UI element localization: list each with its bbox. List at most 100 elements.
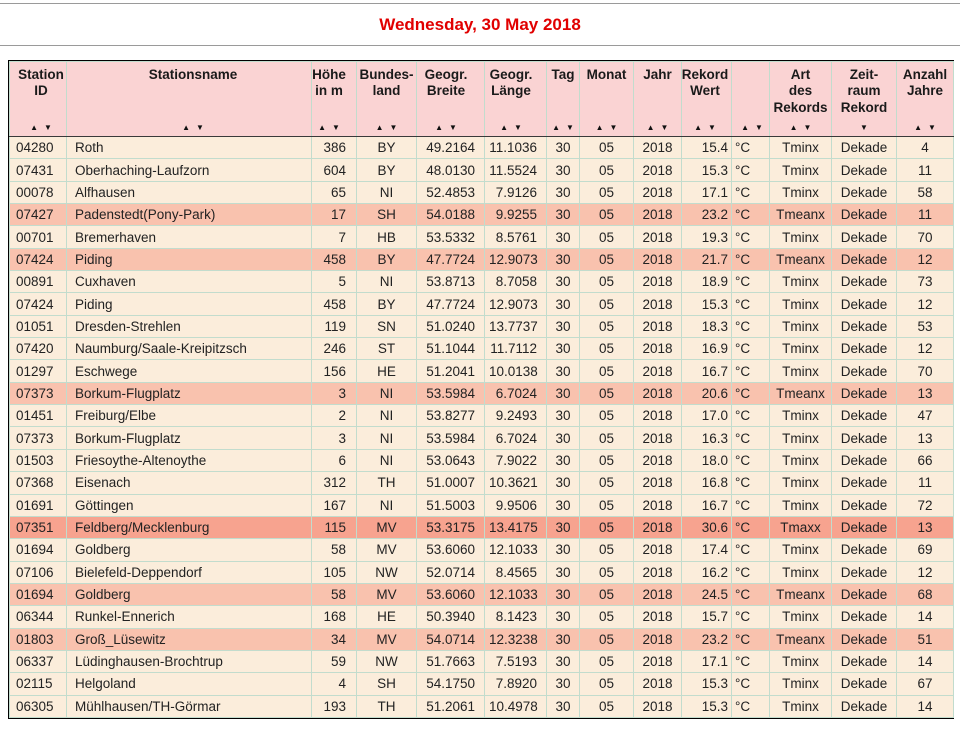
sort-desc-icon[interactable]: ▼ bbox=[44, 123, 52, 132]
sort-desc-icon[interactable]: ▼ bbox=[389, 123, 398, 132]
sort-asc-icon[interactable]: ▲ bbox=[694, 123, 702, 132]
sort-desc-icon[interactable]: ▼ bbox=[803, 123, 812, 132]
cell-einheit: °C bbox=[731, 180, 770, 205]
sort-asc-icon[interactable]: ▲ bbox=[741, 123, 749, 132]
cell-wert: 18.9 bbox=[681, 270, 732, 294]
cell-tag: 30 bbox=[546, 694, 580, 718]
sort-control-hoehe[interactable]: ▲ ▼ bbox=[318, 123, 340, 132]
cell-art: Tminx bbox=[769, 270, 832, 294]
cell-jahre: 11 bbox=[896, 203, 954, 227]
sort-asc-icon[interactable]: ▲ bbox=[500, 123, 508, 132]
cell-station_id: 07106 bbox=[9, 560, 67, 584]
cell-art: Tmaxx bbox=[769, 515, 832, 540]
column-header-wert: Rekord Wert ▲ ▼ bbox=[681, 61, 732, 137]
sort-asc-icon[interactable]: ▲ bbox=[375, 123, 384, 132]
cell-zeitraum: Dekade bbox=[831, 404, 897, 428]
sort-control-einheit[interactable]: ▲ ▼ bbox=[741, 123, 763, 132]
table-row: 02115 Helgoland 4 SH 54.1750 7.8920 30 05 2018 15… bbox=[9, 672, 954, 696]
cell-hoehe: 6 bbox=[311, 448, 357, 473]
cell-zeitraum: Dekade bbox=[831, 359, 897, 383]
sort-desc-icon[interactable]: ▼ bbox=[514, 123, 522, 132]
cell-tag: 30 bbox=[546, 448, 580, 473]
sort-desc-icon[interactable]: ▼ bbox=[860, 123, 868, 132]
sort-desc-icon[interactable]: ▼ bbox=[755, 123, 763, 132]
cell-wert: 20.6 bbox=[681, 381, 732, 406]
cell-bundesland: NI bbox=[356, 448, 417, 473]
sort-control-station_id[interactable]: ▲ ▼ bbox=[30, 123, 52, 132]
table-row: 00701 Bremerhaven 7 HB 53.5332 8.5761 30 05 2018… bbox=[9, 225, 954, 249]
sort-asc-icon[interactable]: ▲ bbox=[435, 123, 443, 132]
sort-desc-icon[interactable]: ▼ bbox=[708, 123, 716, 132]
sort-asc-icon[interactable]: ▲ bbox=[552, 123, 560, 132]
cell-jahre: 13 bbox=[896, 381, 954, 406]
sort-asc-icon[interactable]: ▲ bbox=[789, 123, 798, 132]
cell-laenge: 12.1033 bbox=[484, 538, 547, 562]
sort-control-bundesland[interactable]: ▲ ▼ bbox=[376, 123, 398, 132]
cell-monat: 05 bbox=[579, 426, 634, 450]
sort-asc-icon[interactable]: ▲ bbox=[595, 123, 604, 132]
sort-asc-icon[interactable]: ▲ bbox=[914, 123, 922, 132]
sort-control-zeitraum[interactable]: ▼ bbox=[860, 123, 868, 132]
cell-bundesland: ST bbox=[356, 337, 417, 361]
sort-control-art[interactable]: ▲ ▼ bbox=[790, 123, 812, 132]
cell-jahre: 58 bbox=[896, 180, 954, 205]
sort-control-monat[interactable]: ▲ ▼ bbox=[596, 123, 618, 132]
cell-wert: 30.6 bbox=[681, 515, 732, 540]
sort-control-breite[interactable]: ▲ ▼ bbox=[435, 123, 457, 132]
table-row: 01503 Friesoythe-Altenoythe 6 NI 53.0643 7.90… bbox=[9, 448, 954, 473]
cell-jahr: 2018 bbox=[633, 515, 682, 540]
sort-control-wert[interactable]: ▲ ▼ bbox=[694, 123, 716, 132]
cell-hoehe: 105 bbox=[311, 560, 357, 584]
cell-laenge: 8.5761 bbox=[484, 225, 547, 249]
cell-monat: 05 bbox=[579, 404, 634, 428]
table-row: 01451 Freiburg/Elbe 2 NI 53.8277 9.2493 30 05 20… bbox=[9, 404, 954, 428]
sort-desc-icon[interactable]: ▼ bbox=[196, 123, 204, 132]
cell-tag: 30 bbox=[546, 493, 580, 517]
sort-control-jahre[interactable]: ▲ ▼ bbox=[914, 123, 936, 132]
sort-desc-icon[interactable]: ▼ bbox=[609, 123, 618, 132]
sort-control-laenge[interactable]: ▲ ▼ bbox=[500, 123, 522, 132]
sort-desc-icon[interactable]: ▼ bbox=[928, 123, 936, 132]
cell-breite: 53.6060 bbox=[416, 538, 485, 562]
sort-desc-icon[interactable]: ▼ bbox=[449, 123, 457, 132]
cell-breite: 53.5332 bbox=[416, 225, 485, 249]
cell-einheit: °C bbox=[731, 448, 770, 473]
cell-art: Tmeanx bbox=[769, 627, 832, 651]
cell-hoehe: 193 bbox=[311, 694, 357, 718]
sort-control-tag[interactable]: ▲ ▼ bbox=[552, 123, 574, 132]
cell-art: Tminx bbox=[769, 493, 832, 517]
table-header: Station ID ▲ ▼ Stationsname ▲ ▼ Höhe in m ▲ ▼ Bun… bbox=[9, 61, 954, 137]
cell-station_id: 07424 bbox=[9, 247, 67, 272]
cell-wert: 15.3 bbox=[681, 672, 732, 696]
column-label-bundesland: Bundes- land bbox=[359, 67, 414, 99]
cell-einheit: °C bbox=[731, 337, 770, 361]
sort-desc-icon[interactable]: ▼ bbox=[332, 123, 340, 132]
sort-desc-icon[interactable]: ▼ bbox=[566, 123, 574, 132]
cell-breite: 53.8713 bbox=[416, 270, 485, 294]
cell-hoehe: 34 bbox=[311, 627, 357, 651]
cell-jahre: 4 bbox=[896, 135, 954, 160]
cell-station_id: 07373 bbox=[9, 426, 67, 450]
cell-bundesland: SH bbox=[356, 203, 417, 227]
sort-asc-icon[interactable]: ▲ bbox=[318, 123, 326, 132]
cell-laenge: 13.7737 bbox=[484, 314, 547, 339]
cell-bundesland: NW bbox=[356, 649, 417, 674]
cell-station_id: 07424 bbox=[9, 292, 67, 316]
cell-breite: 51.2041 bbox=[416, 359, 485, 383]
cell-bundesland: HE bbox=[356, 359, 417, 383]
cell-breite: 47.7724 bbox=[416, 247, 485, 272]
cell-station_id: 06337 bbox=[9, 649, 67, 674]
cell-name: Groß_Lüsewitz bbox=[66, 627, 312, 651]
sort-control-jahr[interactable]: ▲ ▼ bbox=[647, 123, 669, 132]
cell-breite: 50.3940 bbox=[416, 605, 485, 629]
cell-jahre: 11 bbox=[896, 158, 954, 182]
sort-asc-icon[interactable]: ▲ bbox=[182, 123, 190, 132]
sort-desc-icon[interactable]: ▼ bbox=[660, 123, 669, 132]
cell-name: Dresden-Strehlen bbox=[66, 314, 312, 339]
cell-station_id: 01297 bbox=[9, 359, 67, 383]
sort-asc-icon[interactable]: ▲ bbox=[646, 123, 655, 132]
sort-asc-icon[interactable]: ▲ bbox=[30, 123, 38, 132]
cell-hoehe: 3 bbox=[311, 426, 357, 450]
sort-control-name[interactable]: ▲ ▼ bbox=[182, 123, 204, 132]
column-header-einheit: ▲ ▼ bbox=[731, 61, 770, 137]
